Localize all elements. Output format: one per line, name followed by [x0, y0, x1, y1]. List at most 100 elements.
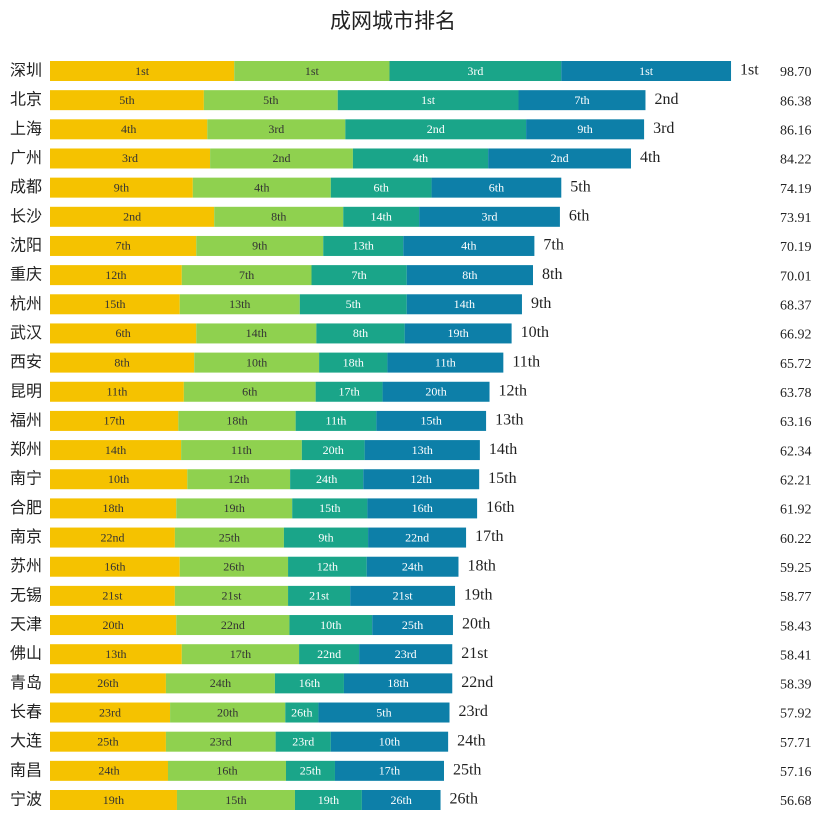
segment-label: 10th: [108, 472, 129, 486]
rank-label: 6th: [569, 207, 589, 224]
segment-label: 16th: [412, 501, 433, 515]
segment-label: 3rd: [467, 64, 483, 78]
segment-label: 14th: [454, 297, 475, 311]
rank-label: 10th: [521, 324, 549, 341]
bar-segment: [315, 381, 383, 402]
segment-label: 12th: [411, 472, 432, 486]
bar-segment: [364, 440, 480, 461]
bar-segment: [323, 235, 404, 256]
segment-label: 8th: [462, 268, 477, 282]
segment-label: 24th: [402, 559, 423, 573]
bar-segment: [196, 323, 317, 344]
rank-label: 2nd: [654, 91, 678, 108]
bar-segment: [301, 440, 365, 461]
rank-label: 20th: [462, 616, 490, 633]
segment-label: 17th: [338, 385, 359, 399]
rank-label: 25th: [453, 762, 481, 779]
total-label: 65.72: [780, 357, 812, 372]
bar-segment: [299, 644, 360, 665]
bar-segment: [389, 61, 562, 81]
segment-label: 18th: [226, 414, 247, 428]
bar-segment: [187, 469, 291, 490]
segment-label: 6th: [115, 326, 130, 340]
bar-segment: [350, 585, 456, 606]
segment-label: 5th: [119, 93, 134, 107]
category-label: 大连: [10, 731, 42, 750]
bar-segment: [176, 790, 295, 810]
bar-segment: [50, 323, 197, 344]
category-label: 南宁: [10, 469, 42, 488]
bar-segment: [165, 673, 275, 694]
bar-segment: [367, 498, 478, 519]
bar-segment: [50, 148, 211, 169]
segment-label: 19th: [447, 326, 468, 340]
segment-label: 22nd: [221, 618, 245, 632]
total-label: 70.19: [780, 240, 812, 255]
rank-label: 15th: [488, 470, 516, 487]
total-label: 57.92: [780, 707, 812, 722]
rank-label: 1st: [740, 62, 759, 79]
category-label: 无锡: [10, 585, 42, 604]
bar-segment: [50, 410, 179, 431]
bar-segment: [288, 556, 367, 577]
bar-segment: [334, 760, 444, 781]
bar-segment: [488, 148, 631, 169]
bar-segment: [50, 527, 175, 548]
segment-label: 12th: [228, 472, 249, 486]
bar-segment: [50, 235, 197, 256]
bar-segment: [376, 410, 487, 431]
bar-segment: [368, 527, 467, 548]
bar-segment: [50, 585, 175, 606]
segment-label: 4th: [413, 151, 428, 165]
segment-label: 25th: [402, 618, 423, 632]
rank-label: 3rd: [653, 120, 674, 137]
total-label: 58.41: [780, 648, 812, 663]
segment-label: 3rd: [482, 210, 498, 224]
bar-segment: [372, 615, 453, 636]
rank-label: 18th: [467, 557, 495, 574]
category-label: 佛山: [10, 644, 42, 663]
bar-segment: [352, 148, 489, 169]
bar-segment: [406, 265, 533, 286]
bar-segment: [318, 702, 450, 723]
rank-label: 24th: [457, 732, 485, 749]
segment-label: 11th: [326, 414, 347, 428]
segment-label: 11th: [231, 443, 252, 457]
bar-segment: [50, 440, 182, 461]
bar-segment: [363, 469, 480, 490]
segment-label: 15th: [421, 414, 442, 428]
segment-label: 7th: [115, 239, 130, 253]
segment-label: 5th: [263, 93, 278, 107]
bar-segment: [285, 760, 335, 781]
bar-segment: [50, 644, 182, 665]
category-label: 合肥: [10, 498, 42, 517]
segment-label: 16th: [299, 676, 320, 690]
segment-label: 1st: [421, 93, 436, 107]
segment-label: 11th: [106, 385, 127, 399]
bar-segment: [50, 206, 215, 227]
segment-label: 21st: [102, 589, 123, 603]
bar-segment: [174, 585, 289, 606]
segment-label: 26th: [97, 676, 118, 690]
bar-segment: [290, 469, 364, 490]
bar-segment: [311, 265, 407, 286]
segment-label: 12th: [317, 559, 338, 573]
segment-label: 3rd: [268, 122, 284, 136]
segment-label: 19th: [224, 501, 245, 515]
bar-segment: [319, 352, 388, 373]
bar-segment: [387, 352, 504, 373]
segment-label: 4th: [461, 239, 476, 253]
segment-label: 11th: [435, 355, 456, 369]
segment-label: 25th: [97, 734, 118, 748]
bar-segment: [50, 615, 177, 636]
total-label: 62.21: [780, 473, 812, 488]
bar-segment: [285, 702, 319, 723]
bar-segment: [50, 731, 166, 752]
rank-label: 21st: [461, 645, 488, 662]
segment-label: 10th: [379, 734, 400, 748]
bar-segment: [50, 498, 177, 519]
bar-segment: [176, 615, 290, 636]
total-label: 68.37: [780, 298, 812, 313]
segment-label: 17th: [230, 647, 251, 661]
rank-label: 14th: [489, 441, 517, 458]
